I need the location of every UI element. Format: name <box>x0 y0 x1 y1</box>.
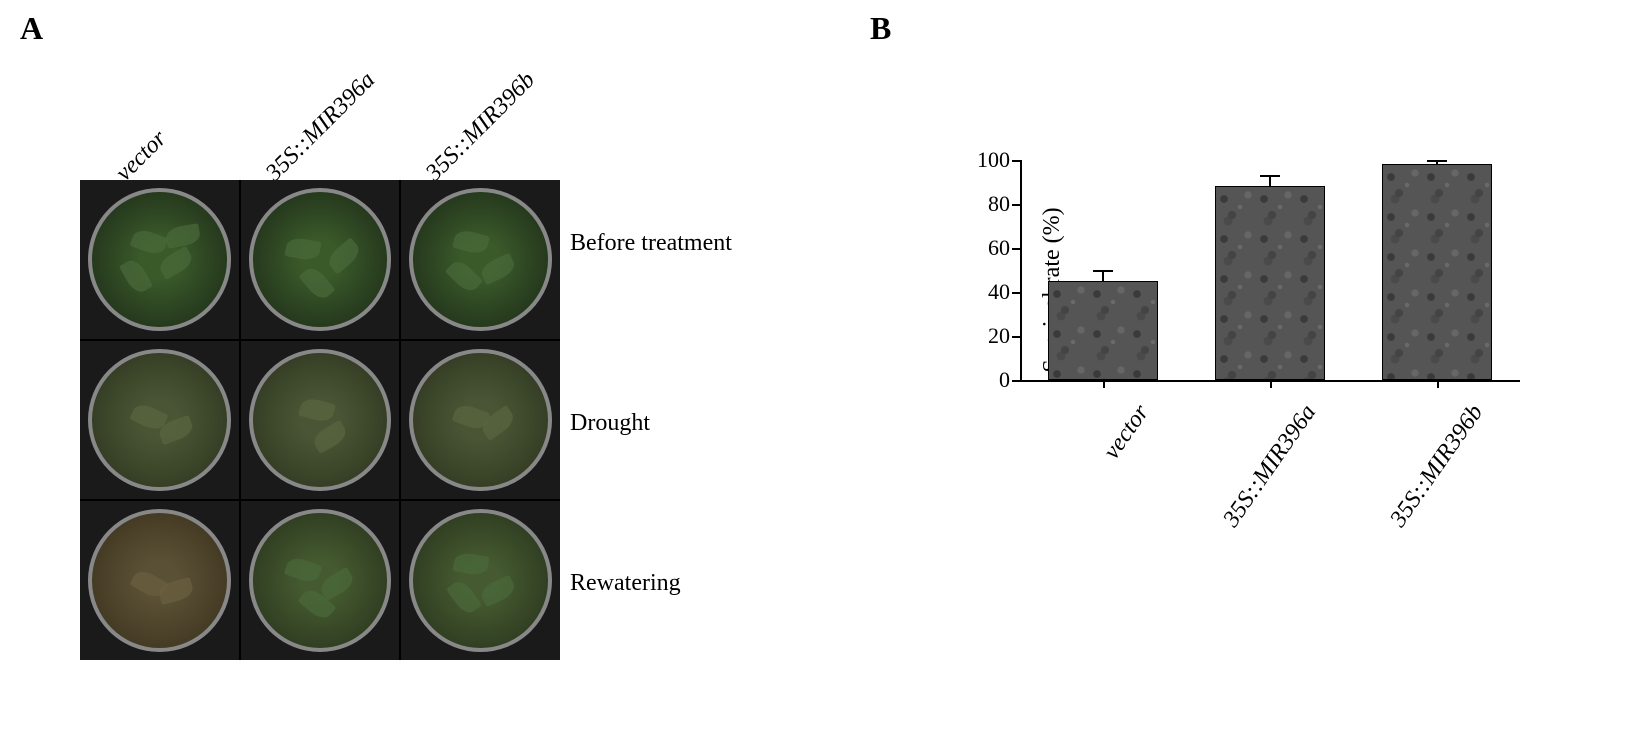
col-label-mir396a: 35S::MIR396a <box>261 67 381 187</box>
panel-a-container: vector 35S::MIR396a 35S::MIR396b Before … <box>80 60 780 730</box>
y-tick-label: 100 <box>970 147 1010 173</box>
bar <box>1382 164 1492 380</box>
y-tick-label: 40 <box>970 279 1010 305</box>
x-tick <box>1103 380 1105 388</box>
x-category-label: 35S::MIR396b <box>1375 400 1489 547</box>
grid-cell <box>241 501 400 660</box>
y-tick <box>1012 380 1020 382</box>
grid-cell <box>80 180 239 339</box>
y-tick-label: 80 <box>970 191 1010 217</box>
pot-image <box>249 188 392 331</box>
panel-a-grid: Before treatment Drought Rewatering <box>80 180 560 660</box>
pot-image <box>88 349 231 492</box>
y-tick <box>1012 336 1020 338</box>
panel-b-container: Survival rate (%) 020406080100 vector35S… <box>960 160 1580 660</box>
bar <box>1048 281 1158 380</box>
row-label-rewatering: Rewatering <box>570 570 770 597</box>
pot-image <box>409 188 552 331</box>
pot-image <box>88 509 231 652</box>
grid-cell <box>80 501 239 660</box>
y-tick-label: 0 <box>970 367 1010 393</box>
survival-chart: Survival rate (%) 020406080100 vector35S… <box>1020 160 1580 420</box>
x-category-label: vector <box>1042 400 1156 547</box>
col-label-mir396b: 35S::MIR396b <box>421 67 541 187</box>
y-tick-label: 20 <box>970 323 1010 349</box>
error-cap <box>1260 175 1280 177</box>
pot-image <box>249 349 392 492</box>
panel-a-column-labels: vector 35S::MIR396a 35S::MIR396b <box>80 60 780 180</box>
y-tick <box>1012 248 1020 250</box>
grid-cell <box>401 180 560 339</box>
grid-cell <box>401 501 560 660</box>
x-tick <box>1437 380 1439 388</box>
y-tick <box>1012 292 1020 294</box>
pot-image <box>409 509 552 652</box>
row-label-drought: Drought <box>570 410 770 437</box>
error-cap <box>1093 270 1113 272</box>
y-tick <box>1012 160 1020 162</box>
grid-cell <box>241 180 400 339</box>
grid-cell <box>401 341 560 500</box>
panel-b-label: B <box>870 10 891 47</box>
x-tick <box>1270 380 1272 388</box>
pot-image <box>249 509 392 652</box>
pot-image <box>88 188 231 331</box>
row-label-before: Before treatment <box>570 230 770 257</box>
grid-cell <box>241 341 400 500</box>
bar <box>1215 186 1325 380</box>
col-label-vector: vector <box>111 126 172 187</box>
grid-cell <box>80 341 239 500</box>
y-tick-label: 60 <box>970 235 1010 261</box>
y-tick <box>1012 204 1020 206</box>
pot-image <box>409 349 552 492</box>
panel-a-label: A <box>20 10 43 47</box>
error-cap <box>1427 160 1447 162</box>
x-category-label: 35S::MIR396a <box>1208 400 1322 547</box>
y-axis <box>1020 160 1022 380</box>
